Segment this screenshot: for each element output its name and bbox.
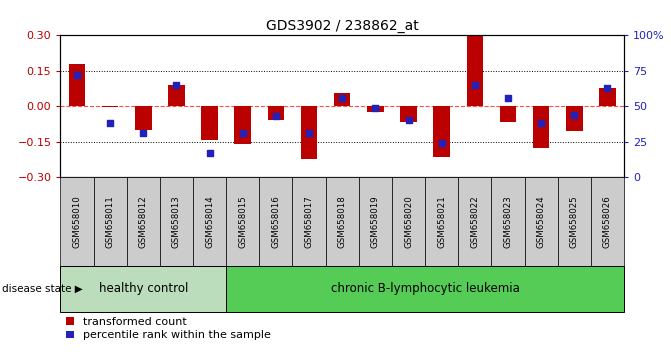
Text: GSM658026: GSM658026 (603, 195, 612, 248)
Bar (160, 177, 193, 266)
Bar (392, 177, 425, 266)
Bar (60, 177, 93, 266)
Text: GSM658018: GSM658018 (338, 195, 347, 248)
Bar (367, 106, 384, 112)
Bar (268, 106, 285, 120)
Text: GSM658015: GSM658015 (238, 195, 247, 248)
Bar (293, 177, 325, 266)
Text: GSM658021: GSM658021 (437, 195, 446, 248)
Bar (193, 177, 226, 266)
Point (602, 85, 613, 91)
Text: GSM658022: GSM658022 (470, 195, 479, 248)
Bar (599, 88, 616, 106)
Bar (135, 106, 152, 130)
Point (403, 118, 414, 123)
Point (204, 150, 215, 156)
Text: GSM658019: GSM658019 (371, 195, 380, 247)
Point (304, 130, 315, 136)
Bar (325, 177, 359, 266)
Bar (226, 266, 624, 312)
Bar (334, 93, 350, 106)
Text: GSM658016: GSM658016 (271, 195, 280, 248)
Bar (301, 106, 317, 159)
Bar (466, 35, 483, 106)
Point (503, 95, 513, 101)
Text: GSM658011: GSM658011 (105, 195, 115, 248)
Point (238, 130, 248, 136)
Bar (234, 106, 251, 144)
Text: GSM658020: GSM658020 (404, 195, 413, 248)
Text: GSM658017: GSM658017 (305, 195, 313, 248)
Bar (127, 177, 160, 266)
Text: healthy control: healthy control (99, 282, 188, 295)
Bar (491, 177, 525, 266)
Point (436, 140, 447, 146)
Point (138, 130, 149, 136)
Point (470, 82, 480, 88)
Point (270, 113, 281, 119)
Text: GSM658023: GSM658023 (503, 195, 513, 248)
Bar (400, 106, 417, 121)
Text: GSM658014: GSM658014 (205, 195, 214, 248)
Bar (226, 177, 259, 266)
Point (337, 95, 348, 101)
Text: chronic B-lymphocytic leukemia: chronic B-lymphocytic leukemia (331, 282, 519, 295)
Bar (458, 177, 491, 266)
Bar (259, 177, 293, 266)
Text: GSM658025: GSM658025 (570, 195, 579, 248)
Point (105, 120, 115, 126)
Bar (68, 64, 85, 106)
Bar (168, 85, 185, 106)
Bar (433, 106, 450, 157)
Legend: transformed count, percentile rank within the sample: transformed count, percentile rank withi… (66, 317, 270, 341)
Bar (425, 177, 458, 266)
Bar (359, 177, 392, 266)
Bar (566, 106, 582, 131)
Bar (201, 106, 218, 141)
Bar (558, 177, 591, 266)
Point (171, 82, 182, 88)
Text: disease state ▶: disease state ▶ (2, 284, 83, 293)
Text: GSM658010: GSM658010 (72, 195, 81, 248)
Bar (500, 106, 516, 121)
Bar (525, 177, 558, 266)
Point (72, 72, 83, 78)
Bar (102, 106, 118, 107)
Text: GSM658024: GSM658024 (537, 195, 546, 248)
Bar (533, 106, 550, 148)
Point (535, 120, 546, 126)
Bar (591, 177, 624, 266)
Text: GSM658012: GSM658012 (139, 195, 148, 248)
Bar (60, 266, 226, 312)
Point (569, 112, 580, 118)
Title: GDS3902 / 238862_at: GDS3902 / 238862_at (266, 19, 419, 33)
Bar (93, 177, 127, 266)
Point (370, 105, 380, 110)
Text: GSM658013: GSM658013 (172, 195, 181, 248)
